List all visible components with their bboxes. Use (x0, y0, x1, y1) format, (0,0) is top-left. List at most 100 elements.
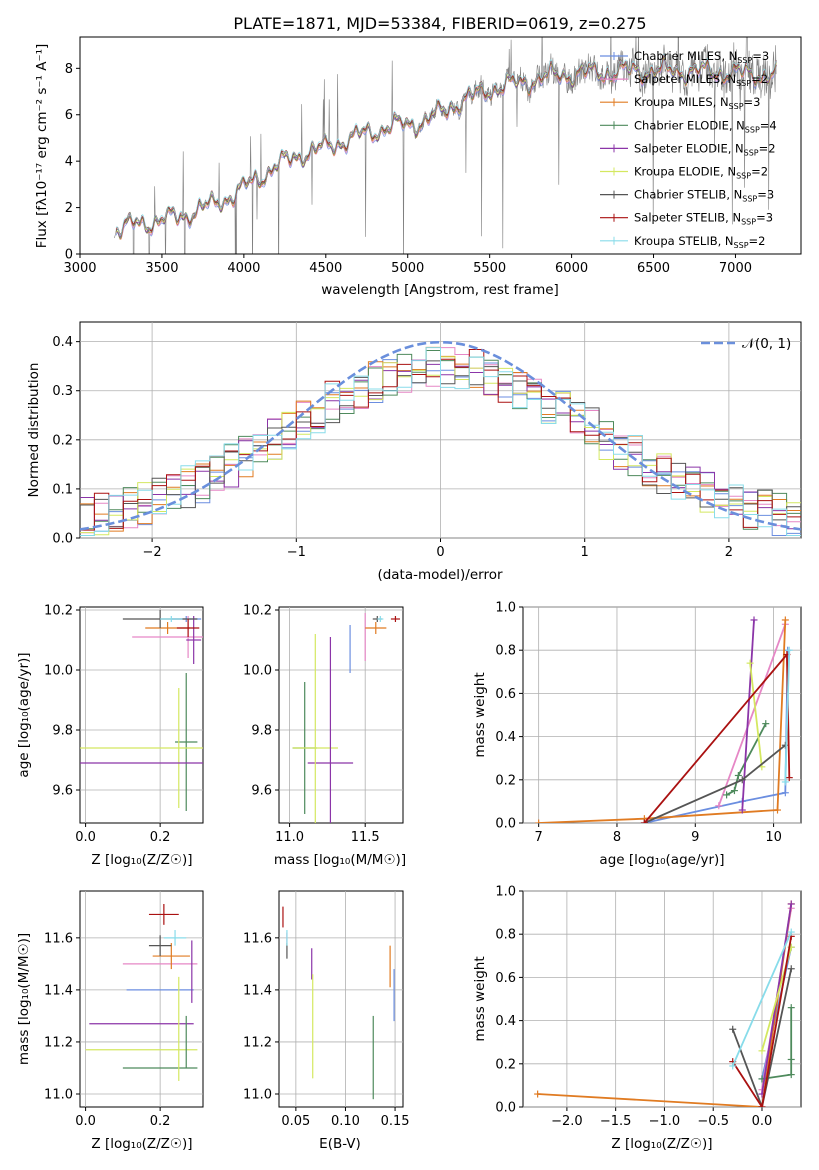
weight-vs-Z-ytick-label: 0.6 (495, 971, 516, 986)
figure-title: PLATE=1871, MJD=53384, FIBERID=0619, z=0… (233, 14, 646, 33)
legend-subscript: SSP (737, 56, 752, 65)
spectrum-xtick-label: 6000 (555, 261, 588, 276)
legend-subscript: SSP (729, 102, 744, 111)
age-vs-Z-xlabel: Z [log₁₀(Z/Z☉)] (91, 852, 192, 868)
weight-vs-age-ytick-label: 0.0 (495, 817, 516, 832)
spectrum-xtick-label: 4000 (227, 261, 260, 276)
legend-nssp: =3 (756, 211, 773, 225)
legend-entry-label: Chabrier STELIB, NSSP=3 (634, 188, 774, 204)
residuals-ylabel: Normed distribution (26, 363, 42, 498)
residuals-ytick-label: 0.0 (52, 532, 73, 547)
spectrum-xtick-label: 5500 (473, 261, 506, 276)
weight-vs-Z-series-line (731, 931, 793, 1067)
age-vs-Z-plot-area (80, 610, 203, 811)
weight-vs-Z-series-line (761, 1007, 793, 1080)
age-vs-Z-xtick-label: 0.2 (150, 830, 171, 845)
mass-vs-Z-xtick-label: 0.2 (150, 1114, 171, 1129)
legend-entry-label: Kroupa STELIB, NSSP=2 (634, 234, 765, 250)
age-vs-mass-ytick-label: 9.6 (251, 784, 272, 799)
legend-nssp: =2 (759, 141, 776, 155)
mass-vs-ebv-xlabel: E(B-V) (319, 1136, 361, 1152)
legend-subscript: SSP (744, 148, 759, 157)
weight-vs-age-ytick-label: 0.2 (495, 773, 516, 788)
legend-nssp: =2 (749, 234, 766, 248)
spectrum-xtick-label: 3500 (145, 261, 178, 276)
age-vs-mass-xtick-label: 11.0 (275, 830, 304, 845)
residuals-xlabel: (data-model)/error (377, 567, 503, 583)
weight-vs-age-xtick-label: 8 (613, 830, 621, 845)
mass-vs-Z-frame (79, 890, 204, 1108)
mass-vs-ebv-ytick-label: 11.4 (243, 983, 272, 998)
mass-vs-ebv-xtick-label: 0.05 (281, 1114, 310, 1129)
legend-nssp: =2 (751, 165, 768, 179)
legend-subscript: SSP (742, 195, 757, 204)
age-vs-mass-frame (278, 606, 404, 824)
weight-vs-age-series-line (749, 663, 763, 767)
weight-vs-age-ytick-label: 0.4 (495, 730, 516, 745)
residuals-plot-area (80, 340, 801, 536)
weight-vs-Z-ytick-label: 1.0 (495, 885, 516, 900)
spectrum-ytick-label: 2 (65, 201, 73, 216)
weight-vs-Z-ylabel: mass weight (472, 956, 488, 1041)
mass-vs-Z-ytick-label: 11.0 (44, 1087, 73, 1102)
legend-entry-label: Salpeter ELODIE, NSSP=2 (634, 141, 776, 157)
weight-vs-age-xtick-label: 10 (765, 830, 782, 845)
legend-subscript: SSP (741, 218, 756, 227)
spectrum-ytick-label: 6 (65, 108, 73, 123)
spectrum-ytick-label: 0 (65, 248, 73, 263)
weight-vs-Z-xtick-label: −2.0 (551, 1114, 583, 1129)
legend-entry-label: Chabrier ELODIE, NSSP=4 (634, 118, 777, 134)
mass-vs-ebv-ytick-label: 11.6 (243, 931, 272, 946)
mass-vs-Z-xlabel: Z [log₁₀(Z/Z☉)] (91, 1136, 192, 1152)
mass-vs-ebv-xtick-label: 0.15 (381, 1114, 410, 1129)
weight-vs-Z-xtick-label: 0.0 (752, 1114, 773, 1129)
spectrum-xtick-label: 5000 (391, 261, 424, 276)
residual-histogram (80, 347, 801, 536)
residuals-ytick-label: 0.3 (52, 384, 73, 399)
age-vs-mass-ytick-label: 9.8 (251, 724, 272, 739)
weight-vs-age-series-line (784, 650, 791, 783)
legend-entry-label: Salpeter STELIB, NSSP=3 (634, 211, 773, 227)
age-vs-mass-ytick-label: 10.2 (243, 604, 272, 619)
weight-vs-Z-series-line (731, 968, 793, 1107)
mass-vs-Z-ytick-label: 11.4 (44, 983, 73, 998)
weight-vs-age-ytick-label: 0.6 (495, 687, 516, 702)
weight-vs-Z-xtick-label: −0.5 (697, 1114, 729, 1129)
mass-vs-Z-ylabel: mass [log₁₀(M/M☉)] (16, 933, 32, 1065)
spectrum-ytick-label: 8 (65, 62, 73, 77)
residuals-xtick-label: 2 (725, 545, 733, 560)
age-vs-Z-ytick-label: 10.2 (44, 604, 73, 619)
age-vs-Z-ytick-label: 9.8 (52, 724, 73, 739)
weight-vs-age-plot-area (535, 616, 793, 823)
legend-subscript: SSP (736, 79, 751, 88)
spectrum-xlabel: wavelength [Angstrom, rest frame] (321, 282, 559, 298)
normal-legend-label: 𝒩(0, 1) (742, 336, 791, 352)
spectrum-plot-area (114, 37, 777, 254)
mass-vs-Z-ytick-label: 11.2 (44, 1035, 73, 1050)
legend-nssp: =3 (757, 188, 774, 202)
spectrum-xtick-label: 6500 (637, 261, 670, 276)
legend-entry-label: Kroupa ELODIE, NSSP=2 (634, 165, 768, 181)
mass-vs-Z-ytick-label: 11.6 (44, 931, 73, 946)
mass-vs-ebv-frame (278, 890, 404, 1108)
spectrum-xtick-label: 7000 (719, 261, 752, 276)
age-vs-Z-ytick-label: 9.6 (52, 784, 73, 799)
age-vs-mass-xtick-label: 11.5 (351, 830, 380, 845)
weight-vs-age-xlabel: age [log₁₀(age/yr)] (599, 852, 724, 868)
weight-vs-Z-xlabel: Z [log₁₀(Z/Z☉)] (611, 1136, 712, 1152)
weight-vs-age-ylabel: mass weight (472, 672, 488, 757)
legend-entry-label: Chabrier MILES, NSSP=3 (634, 49, 769, 65)
legend-nssp: =3 (752, 49, 769, 63)
mass-vs-ebv-ytick-label: 11.2 (243, 1035, 272, 1050)
weight-vs-Z-ytick-label: 0.8 (495, 928, 516, 943)
weight-vs-age-series-line (717, 623, 787, 807)
weight-vs-Z-ytick-label: 0.4 (495, 1014, 516, 1029)
legend-subscript: SSP (734, 241, 749, 250)
weight-vs-age-series-line (538, 619, 787, 823)
residuals-xtick-label: 1 (581, 545, 589, 560)
age-vs-Z-ylabel: age [log₁₀(age/yr)] (16, 652, 32, 777)
weight-vs-Z-xtick-label: −1.0 (649, 1114, 681, 1129)
weight-vs-Z-ytick-label: 0.0 (495, 1101, 516, 1116)
